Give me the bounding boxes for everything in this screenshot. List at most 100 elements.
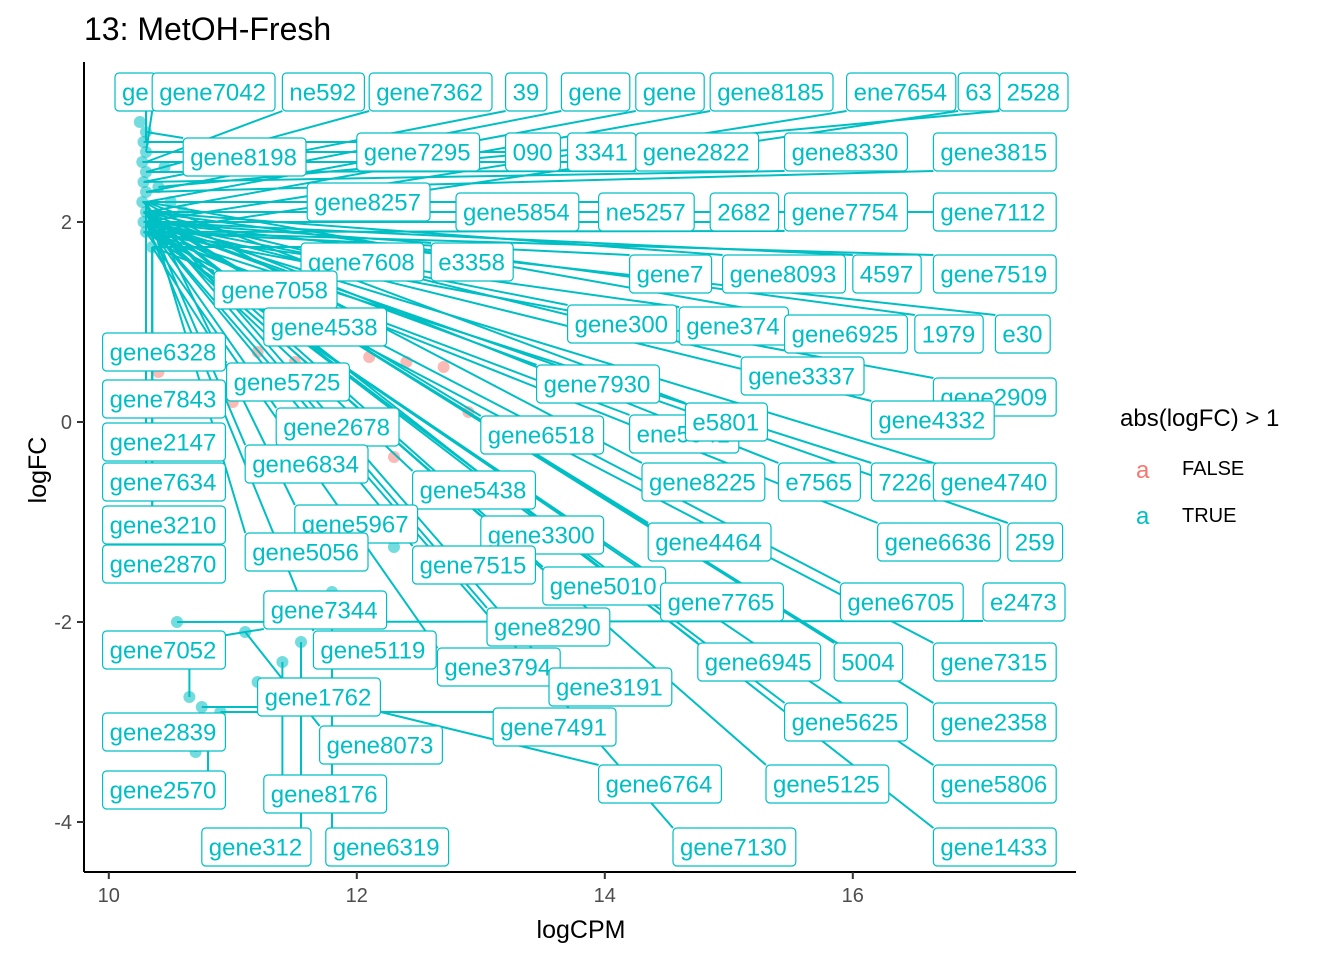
gene-label-box <box>783 192 908 232</box>
gene-label: 2682 <box>709 192 780 232</box>
gene-label-text: ne592 <box>289 80 356 107</box>
legend: abs(logFC) > 1 a FALSE a TRUE <box>1120 405 1279 530</box>
gene-label: e7565 <box>777 462 862 502</box>
gene-label: gene7843 <box>101 379 227 419</box>
gene-label-box <box>641 462 766 502</box>
gene-label-text: e2473 <box>990 590 1057 617</box>
gene-label-text: 2682 <box>717 200 770 227</box>
gene-label: gene3300 <box>480 515 605 555</box>
gene-label-text: gene6328 <box>110 340 217 367</box>
gene-label-box <box>783 702 908 742</box>
point-false <box>437 361 450 373</box>
gene-label-text: gene1762 <box>265 685 372 712</box>
gene-label-box <box>368 72 493 112</box>
point-true <box>136 196 149 208</box>
gene-label-text: gene7765 <box>668 590 775 617</box>
gene-label-text: gene7634 <box>110 470 217 497</box>
gene-label-text: gene5854 <box>463 200 570 227</box>
y-axis-title: logFC <box>24 437 52 504</box>
gene-label-box <box>932 827 1057 867</box>
gene-label: 259 <box>1007 522 1064 562</box>
gene-label: gene2147 <box>101 422 227 462</box>
x-tick-label: 12 <box>346 885 368 907</box>
gene-label-box <box>325 827 450 867</box>
gene-label: gene1433 <box>932 827 1057 867</box>
gene-label-text: gene4332 <box>878 408 985 435</box>
gene-label-text: 63 <box>965 80 992 107</box>
label-segment <box>145 110 283 163</box>
gene-label-text: gene3210 <box>110 513 217 540</box>
gene-label: gene6925 <box>783 314 908 354</box>
gene-label-box <box>412 545 537 585</box>
y-tick-label: -4 <box>54 812 72 834</box>
gene-label: gene5854 <box>455 192 580 232</box>
gene-label-box <box>101 630 227 670</box>
point-false <box>388 451 400 463</box>
gene-label-text: gene6945 <box>705 650 812 677</box>
gene-label-text: gene6705 <box>847 590 954 617</box>
gene-label: gene <box>635 72 705 112</box>
gene-label: gene5806 <box>932 764 1057 804</box>
point-true <box>137 136 150 148</box>
gene-label-text: e30 <box>1002 322 1042 349</box>
gene-label-box <box>777 462 862 502</box>
gene-label-text: gene7930 <box>544 372 651 399</box>
gene-label-text: gene6518 <box>488 423 595 450</box>
gene-label: gene7930 <box>535 364 660 404</box>
gene-label: gene7362 <box>368 72 493 112</box>
gene-label: gene7042 <box>151 72 276 112</box>
gene-label-text: gene7042 <box>159 80 266 107</box>
gene-label: gene4538 <box>263 307 388 347</box>
gene-label-box <box>765 764 890 804</box>
gene-label: gene6319 <box>325 827 450 867</box>
gene-label-text: gene6764 <box>606 772 713 799</box>
gene-label-box <box>486 607 611 647</box>
gene-label: gene8330 <box>783 132 908 172</box>
point-true <box>152 181 165 193</box>
gene-label-box <box>709 192 780 232</box>
legend-key-true: a <box>1136 503 1150 530</box>
gene-label-text: gene7843 <box>110 387 217 414</box>
gene-label-text: 090 <box>513 140 553 167</box>
gene-label-box <box>505 72 548 112</box>
gene-label: gene8225 <box>641 462 766 502</box>
gene-label-text: gene6834 <box>252 452 359 479</box>
gene-label: gene8198 <box>182 137 307 177</box>
gene-label-text: gene3300 <box>488 523 595 550</box>
gene-label: 3341 <box>566 132 637 172</box>
label-segment <box>145 170 934 193</box>
gene-label-text: gene2822 <box>643 140 750 167</box>
gene-label-box <box>839 582 964 622</box>
gene-label-text: gene8225 <box>649 470 756 497</box>
gene-label-box <box>914 314 984 354</box>
x-tick-label: 10 <box>98 885 120 907</box>
gene-label: e2473 <box>982 582 1066 622</box>
gene-label: gene5010 <box>542 566 667 606</box>
gene-label: e3358 <box>430 242 514 282</box>
gene-label: e5801 <box>684 402 769 442</box>
gene-label-box <box>697 642 822 682</box>
label-segment <box>145 221 934 464</box>
gene-label-text: gene8198 <box>190 145 297 172</box>
gene-label-box <box>151 72 276 112</box>
point-true <box>388 541 400 553</box>
gene-label: ene7654 <box>845 72 957 112</box>
point-true <box>239 626 252 638</box>
gene-label-text: gene6925 <box>792 322 899 349</box>
gene-label-text: 259 <box>1015 530 1055 557</box>
gene-label: gene4332 <box>870 400 995 440</box>
gene-label: gene6764 <box>597 764 722 804</box>
gene-label-text: gene7491 <box>500 715 607 742</box>
gene-label-text: gene5438 <box>420 478 527 505</box>
gene-label-text: gene312 <box>209 835 302 862</box>
gene-label-box <box>932 462 1057 502</box>
gene-label-box <box>263 774 388 814</box>
gene-label-text: gene7519 <box>940 262 1047 289</box>
point-true <box>140 166 152 178</box>
gene-label-box <box>244 532 369 572</box>
point-true <box>164 196 177 208</box>
gene-label-text: gene3794 <box>444 655 551 682</box>
gene-label-box <box>783 132 908 172</box>
gene-label-box <box>263 307 388 347</box>
gene-label-box <box>356 132 481 172</box>
